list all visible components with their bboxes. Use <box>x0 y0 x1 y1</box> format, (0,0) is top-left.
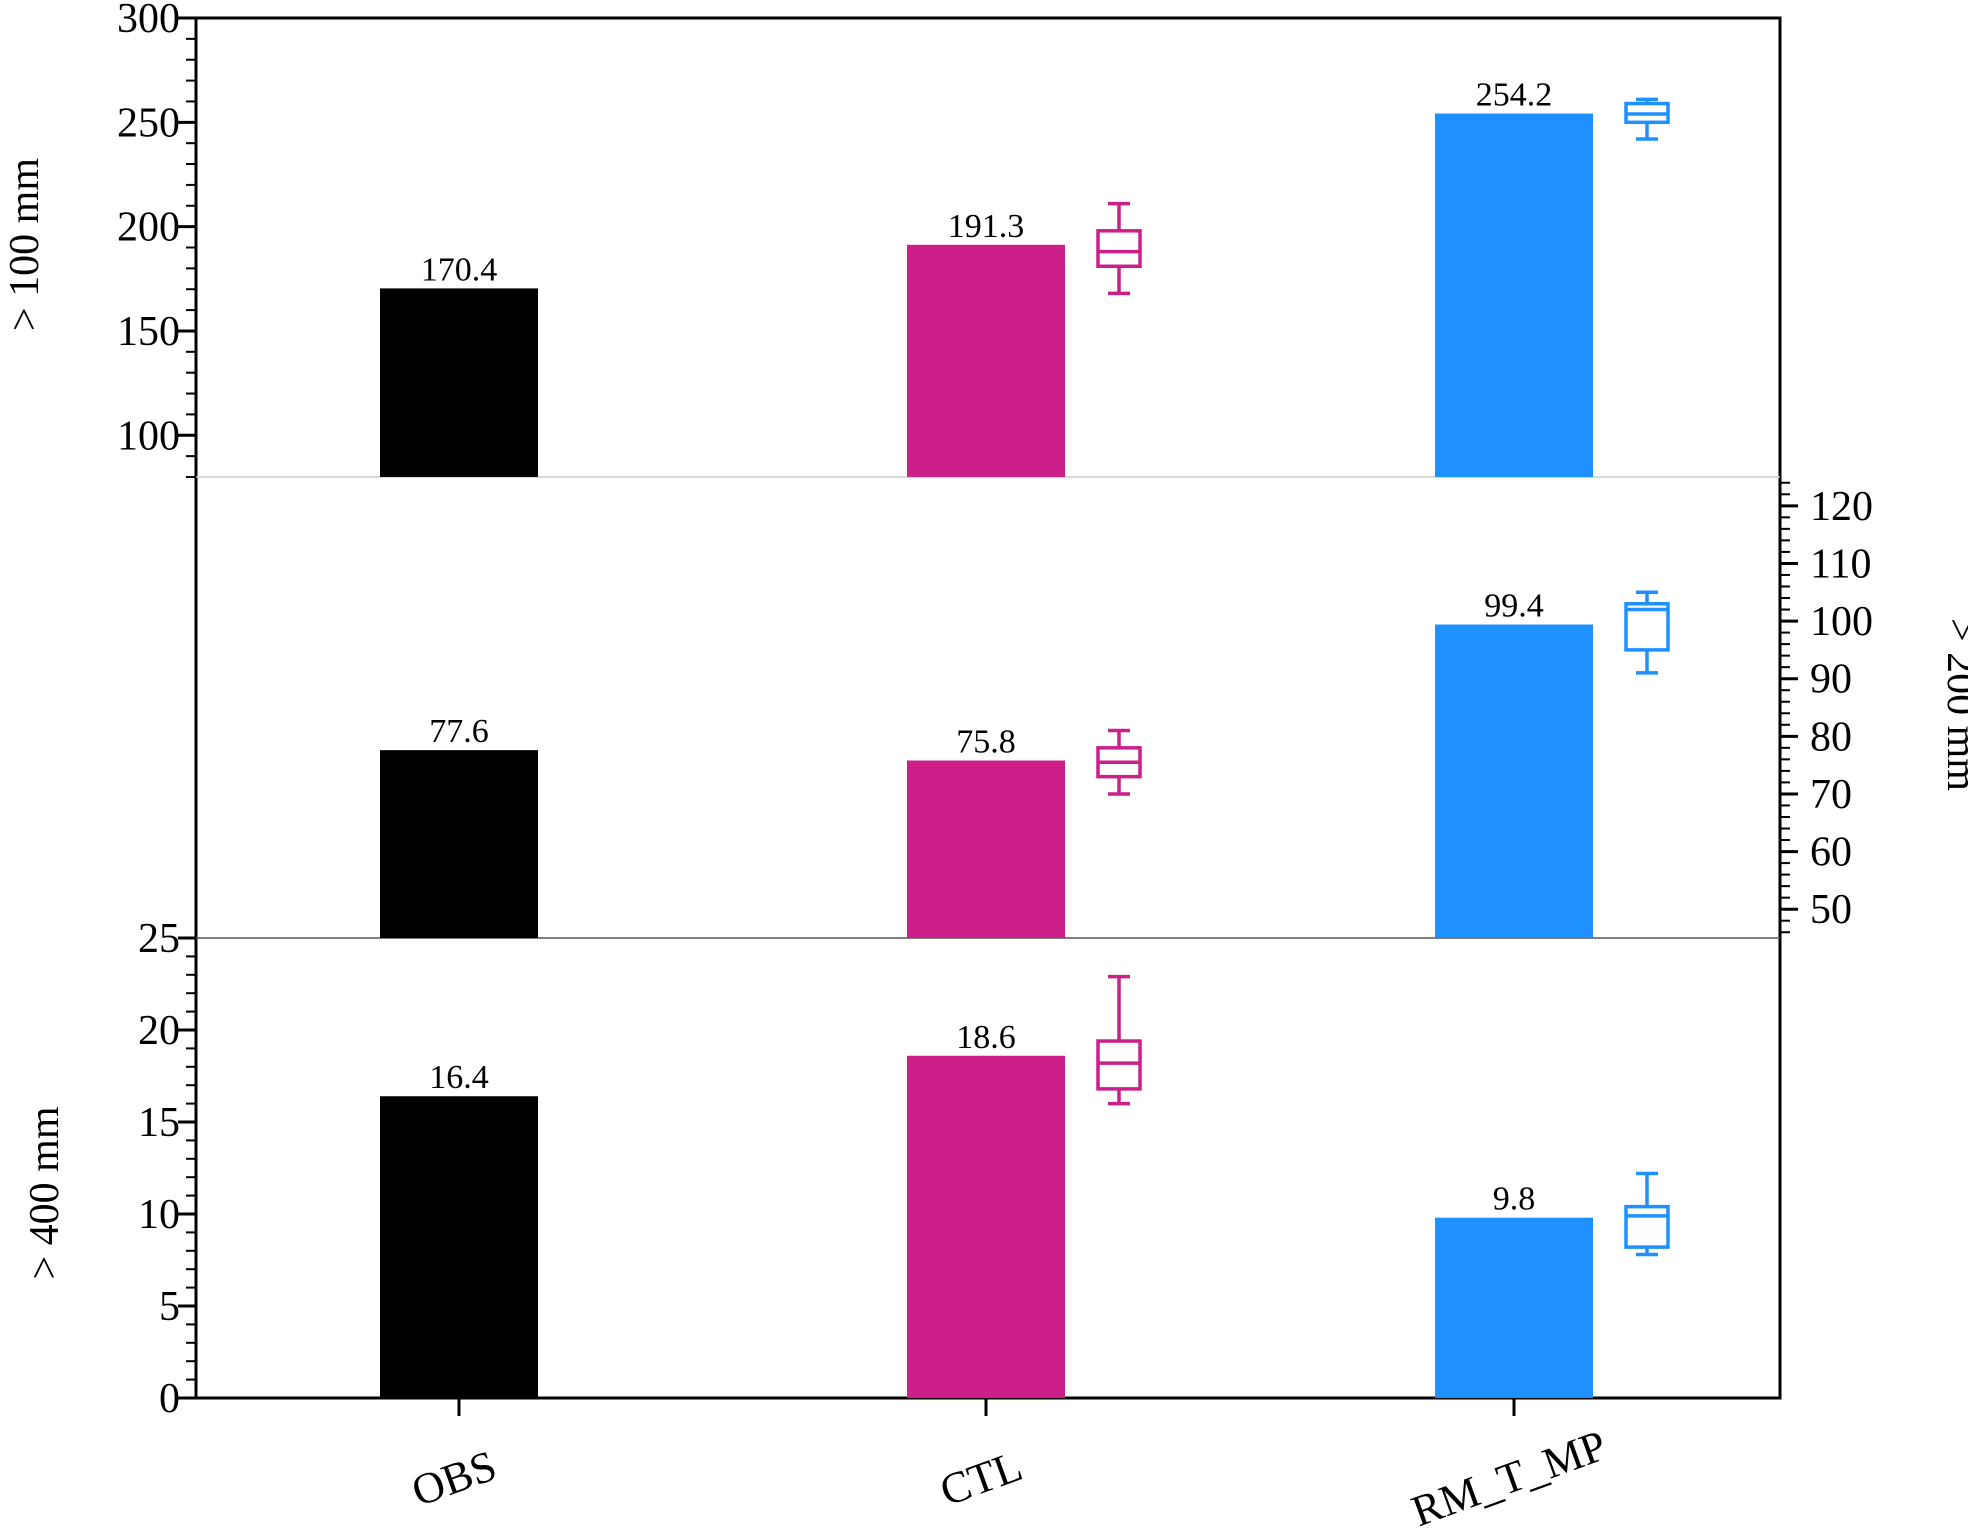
category-label-rm_t_mp: RM_T_MP <box>1405 1421 1612 1534</box>
category-label-obs: OBS <box>405 1441 502 1516</box>
boxplot-bottom-rm_t_mp <box>1626 1174 1668 1255</box>
tick-label-middle-70: 70 <box>1810 772 1852 818</box>
tick-label-top-300: 300 <box>117 0 180 42</box>
iqr-box <box>1098 1041 1140 1089</box>
tick-label-bottom-10: 10 <box>138 1192 180 1238</box>
tick-label-middle-90: 90 <box>1810 657 1852 703</box>
tick-label-middle-80: 80 <box>1810 714 1852 760</box>
iqr-box <box>1098 231 1140 266</box>
category-label-ctl: CTL <box>934 1441 1029 1515</box>
value-label-bottom-ctl: 18.6 <box>956 1019 1016 1056</box>
y-axis-title-top: > 100 mm <box>2 158 48 331</box>
bar-top-ctl <box>907 245 1065 477</box>
boxplot-top-rm_t_mp <box>1626 99 1668 139</box>
tick-label-top-250: 250 <box>117 100 180 146</box>
value-label-top-obs: 170.4 <box>421 251 498 288</box>
bar-top-obs <box>380 288 538 477</box>
boxplot-bottom-ctl <box>1098 977 1140 1104</box>
bar-middle-rm_t_mp <box>1435 625 1593 938</box>
boxplot-middle-ctl <box>1098 731 1140 794</box>
tick-label-middle-60: 60 <box>1810 830 1852 876</box>
bar-middle-ctl <box>907 761 1065 938</box>
tick-label-top-100: 100 <box>117 413 180 459</box>
tick-label-middle-50: 50 <box>1810 887 1852 933</box>
boxplot-middle-rm_t_mp <box>1626 592 1668 673</box>
tick-label-top-200: 200 <box>117 205 180 251</box>
tick-label-bottom-0: 0 <box>159 1376 180 1422</box>
tick-label-middle-110: 110 <box>1810 541 1871 587</box>
value-label-middle-rm_t_mp: 99.4 <box>1484 588 1544 625</box>
tick-label-bottom-25: 25 <box>138 916 180 962</box>
bar-bottom-rm_t_mp <box>1435 1218 1593 1398</box>
boxplot-top-ctl <box>1098 204 1140 294</box>
bar-top-rm_t_mp <box>1435 114 1593 477</box>
bar-middle-obs <box>380 750 538 938</box>
value-label-bottom-rm_t_mp: 9.8 <box>1493 1181 1536 1218</box>
y-axis-title-middle: > 200 mm <box>1938 618 1968 791</box>
value-label-middle-obs: 77.6 <box>429 713 489 750</box>
tick-label-top-150: 150 <box>117 309 180 355</box>
tick-label-middle-100: 100 <box>1810 599 1873 645</box>
y-axis-title-bottom: > 400 mm <box>22 1106 68 1279</box>
bar-bottom-obs <box>380 1096 538 1398</box>
tick-label-bottom-15: 15 <box>138 1100 180 1146</box>
tick-label-bottom-20: 20 <box>138 1008 180 1054</box>
value-label-top-rm_t_mp: 254.2 <box>1476 77 1553 114</box>
value-label-top-ctl: 191.3 <box>948 208 1025 245</box>
tick-label-middle-120: 120 <box>1810 484 1873 530</box>
bar-bottom-ctl <box>907 1056 1065 1398</box>
value-label-bottom-obs: 16.4 <box>429 1059 489 1096</box>
iqr-box <box>1626 1207 1668 1247</box>
value-label-middle-ctl: 75.8 <box>956 724 1016 761</box>
tick-label-bottom-5: 5 <box>159 1284 180 1330</box>
